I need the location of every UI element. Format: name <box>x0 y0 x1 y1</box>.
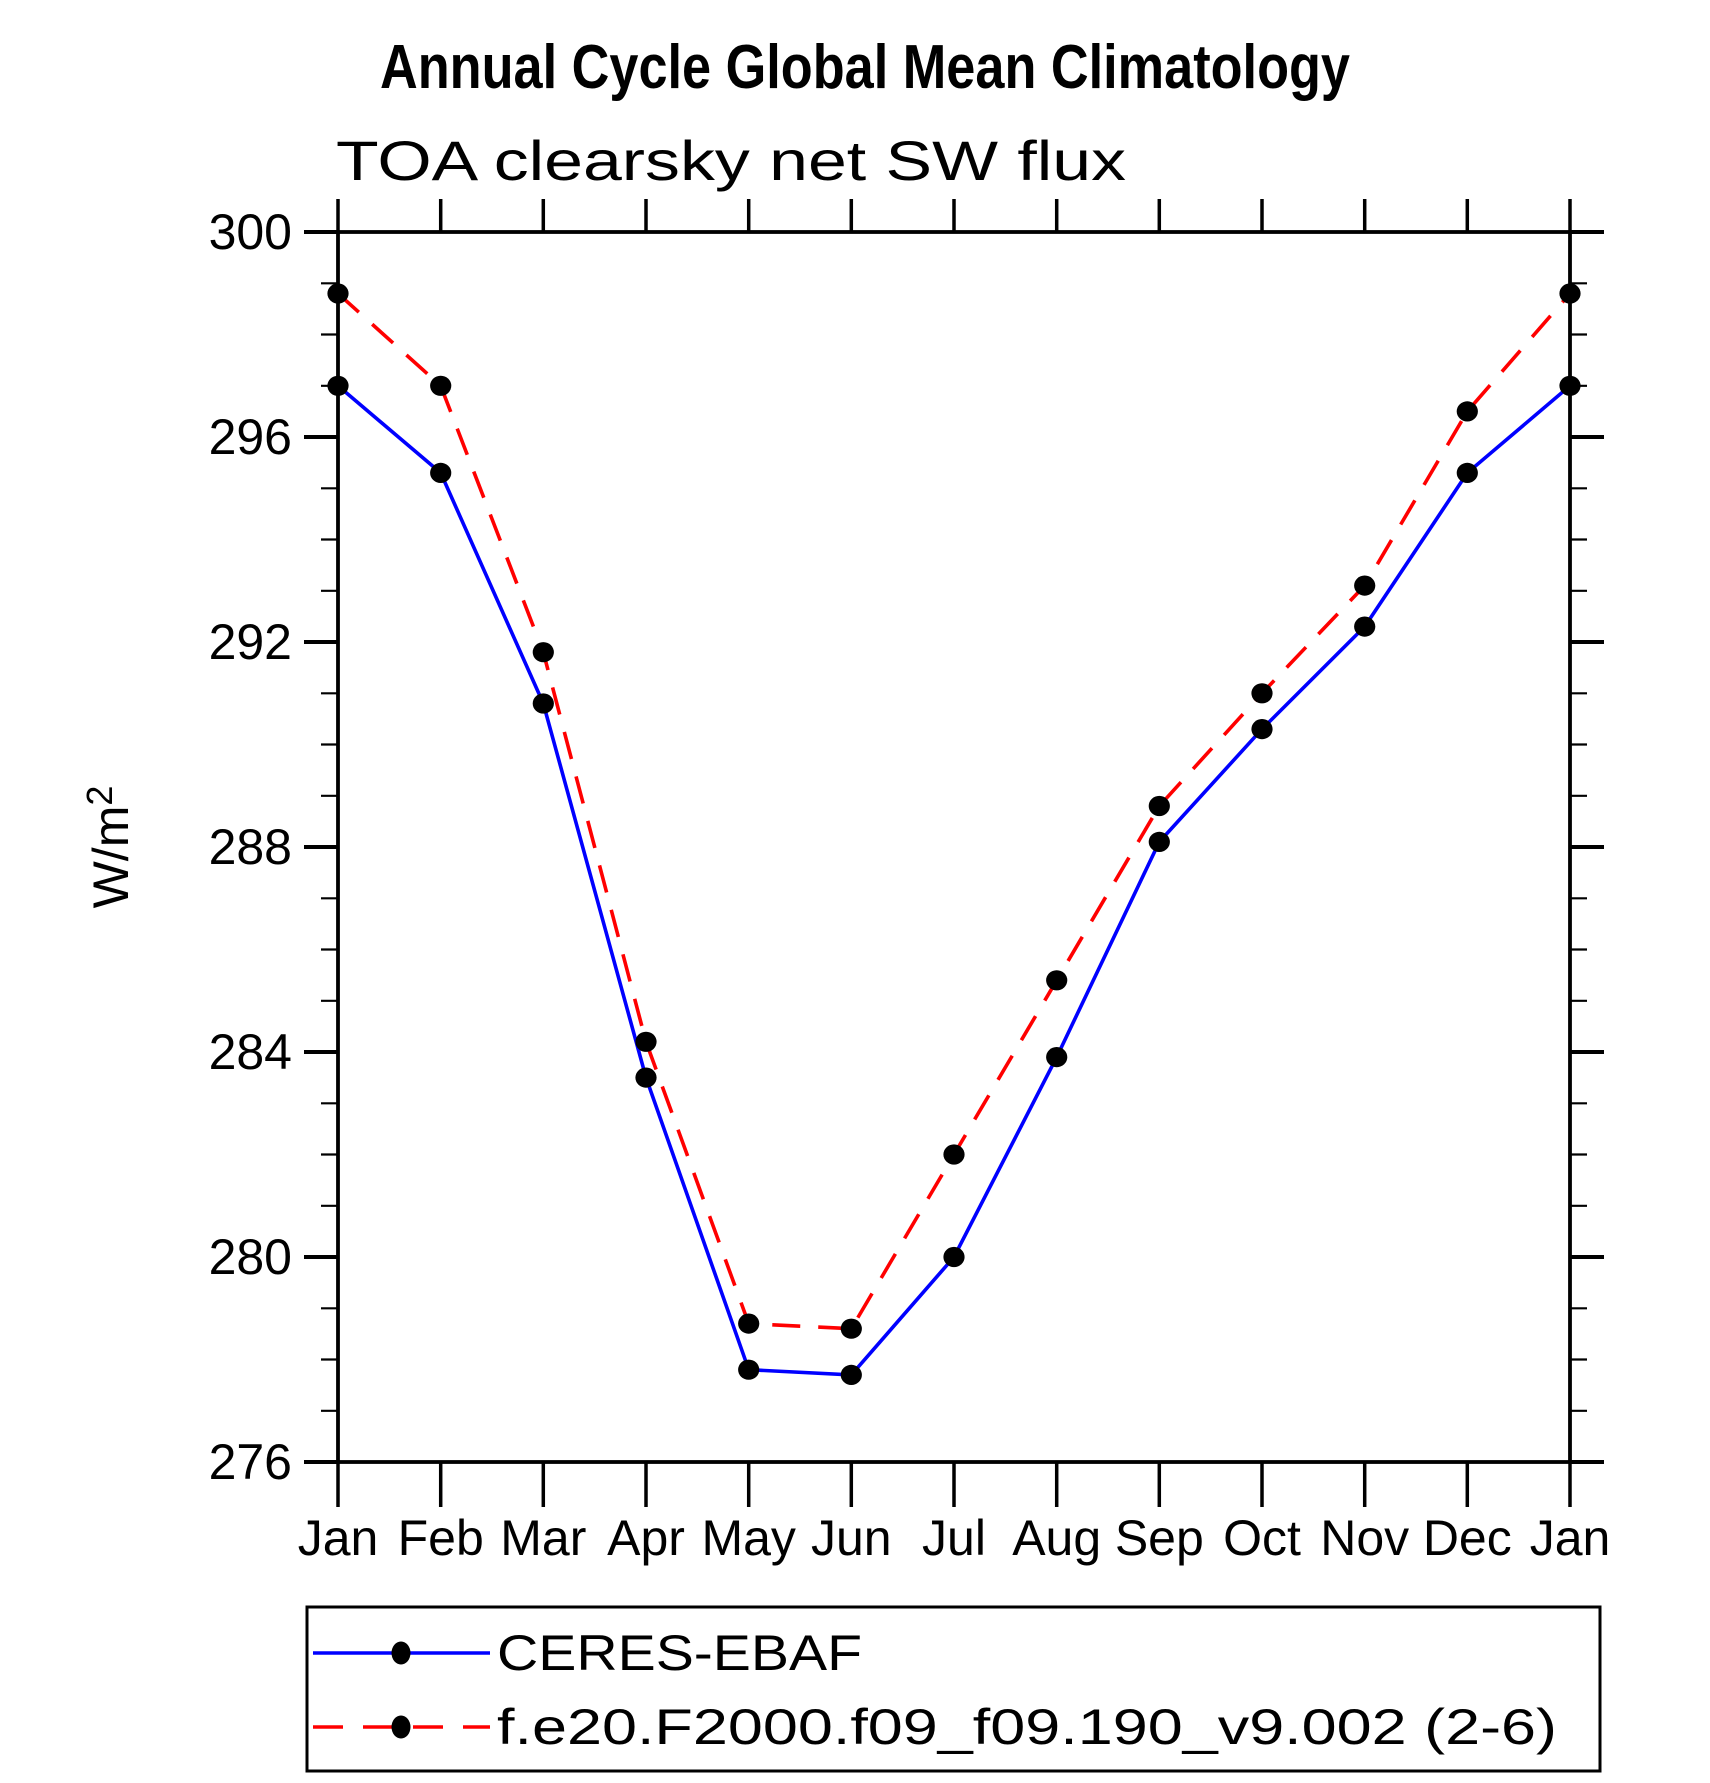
legend: CERES-EBAF f.e20.F2000.f09_f09.190_v9.00… <box>305 1605 1602 1773</box>
series-0-marker <box>738 1359 760 1380</box>
series-1-marker <box>430 375 452 396</box>
y-axis-tick-label: 284 <box>209 1024 292 1080</box>
plot-border <box>336 230 1572 1464</box>
series-1-marker <box>840 1318 862 1339</box>
series-0-marker <box>1456 462 1478 483</box>
legend-label-model-run: f.e20.F2000.f09_f09.190_v9.002 (2-6) <box>497 1699 1557 1755</box>
series-0-marker <box>1559 375 1581 396</box>
series-1-marker <box>532 642 554 663</box>
legend-marker-circle <box>391 1715 411 1739</box>
x-axis-tick-label: Sep <box>1115 1510 1204 1566</box>
x-axis-tick-label: Nov <box>1320 1510 1409 1566</box>
axes-layer: Jan Feb Mar Apr May Jun Jul Aug Sep Oct Nov Dec Jan2… <box>209 199 1611 1566</box>
series-1-marker <box>635 1031 657 1052</box>
series-layer <box>327 283 1581 1385</box>
y-axis-tick-label: 292 <box>209 614 292 670</box>
legend-entry-ceres-ebaf: CERES-EBAF <box>313 1625 862 1681</box>
y-axis-title-superscript: 2 <box>79 786 120 806</box>
x-axis-tick-label: Jun <box>811 1510 892 1566</box>
series-0-marker <box>430 462 452 483</box>
series-0-marker <box>635 1067 657 1088</box>
series-0-marker <box>840 1364 862 1385</box>
series-1-marker <box>1251 683 1273 704</box>
y-axis-tick-label: 280 <box>209 1229 292 1285</box>
x-axis-tick-label: Feb <box>398 1510 484 1566</box>
series-0-marker <box>327 375 349 396</box>
legend-label-ceres-ebaf: CERES-EBAF <box>497 1625 862 1681</box>
chart-subtitle: TOA clearsky net SW flux <box>336 129 1126 192</box>
x-axis-tick-label: Mar <box>500 1510 586 1566</box>
series-0-marker <box>532 693 554 714</box>
series-1-marker <box>1559 283 1581 304</box>
x-axis-tick-label: Jan <box>298 1510 379 1566</box>
x-axis-tick-label: Jan <box>1530 1510 1611 1566</box>
legend-marker-circle <box>391 1641 411 1665</box>
x-axis-tick-label: Dec <box>1423 1510 1512 1566</box>
y-axis-title-base: W/m <box>83 806 139 909</box>
y-axis-tick-label: 276 <box>209 1434 292 1490</box>
series-0-marker <box>1148 831 1170 853</box>
y-axis-title: W/m2 <box>79 786 139 909</box>
series-1-marker <box>943 1144 965 1165</box>
series-1-marker <box>1354 575 1376 596</box>
series-1-marker <box>327 283 349 304</box>
x-axis-tick-label: May <box>701 1510 795 1566</box>
series-1-marker <box>1046 970 1068 991</box>
series-1-marker <box>738 1313 760 1334</box>
y-axis-tick-label: 296 <box>209 409 292 465</box>
series-0-marker <box>943 1246 965 1268</box>
x-axis-tick-label: Jul <box>922 1510 986 1566</box>
series-0-marker <box>1354 616 1376 637</box>
series-1-marker <box>1148 795 1170 817</box>
x-axis-tick-label: Apr <box>607 1510 685 1566</box>
series-0-marker <box>1046 1047 1068 1068</box>
x-axis-tick-label: Oct <box>1223 1510 1301 1566</box>
chart-title: Annual Cycle Global Mean Climatology <box>380 33 1350 102</box>
series-1-marker <box>1456 401 1478 422</box>
legend-entry-model-run: f.e20.F2000.f09_f09.190_v9.002 (2-6) <box>313 1699 1557 1755</box>
x-axis-tick-label: Aug <box>1012 1510 1101 1566</box>
y-axis-tick-label: 300 <box>209 204 292 260</box>
series-line-1 <box>336 292 1572 1331</box>
series-line-0 <box>336 384 1572 1377</box>
legend-box <box>305 1605 1602 1773</box>
series-0-marker <box>1251 719 1273 740</box>
y-axis-tick-label: 288 <box>209 819 292 875</box>
